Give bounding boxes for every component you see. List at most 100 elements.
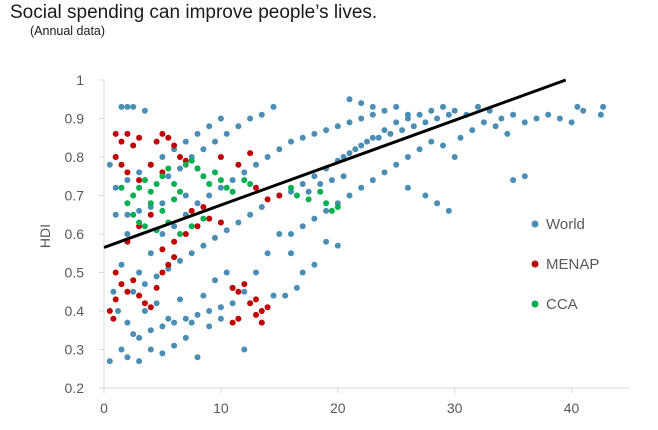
data-point [264,196,271,203]
data-point [188,157,195,164]
data-point [147,327,154,334]
data-point [533,115,540,122]
data-point [545,111,552,118]
data-point [428,138,435,145]
data-point [311,215,318,222]
data-point [110,315,117,322]
data-point [200,173,207,180]
legend: World MENAP CCA [531,216,599,313]
data-point [136,219,143,226]
data-point [188,319,195,326]
y-tick-label: 0.7 [65,188,85,204]
data-point [334,242,341,249]
data-point [112,296,119,303]
data-point [136,269,143,276]
data-point [171,196,178,203]
data-point [182,231,189,237]
data-point [410,123,417,130]
data-point [369,134,376,141]
data-point [288,138,294,145]
data-point [276,192,283,199]
data-point [445,207,452,214]
data-point [416,146,423,153]
data-point [253,269,259,276]
data-point [141,223,148,230]
data-point [118,103,125,110]
data-point [235,219,242,226]
data-point [288,250,294,257]
data-point [165,134,172,141]
data-point [136,292,143,299]
axes: 0.20.30.40.50.60.70.80.910 10 20 30 40 [65,72,630,416]
data-point [369,103,376,110]
data-point [311,261,318,268]
data-point [404,111,411,118]
data-point [288,184,294,191]
data-point [475,103,481,110]
data-point [106,308,113,314]
data-point [469,127,476,134]
legend-marker [531,300,539,308]
data-point [253,161,259,168]
data-point [194,354,201,361]
data-point [171,254,178,261]
data-point [165,165,172,172]
data-point [399,127,406,134]
data-point [159,200,166,207]
data-point [293,284,300,291]
data-point [200,215,207,222]
data-point [305,196,312,203]
data-point [217,115,224,122]
data-point [311,173,318,180]
data-point [200,292,207,299]
legend-label: CCA [546,296,578,313]
x-tick-label: 30 [447,400,463,416]
data-point [130,192,137,199]
data-point [147,250,154,257]
data-point [217,219,224,226]
data-point [136,334,143,341]
data-point [130,142,137,149]
data-point [258,111,265,118]
data-point [194,130,201,137]
data-point [282,292,289,299]
data-point [118,138,125,145]
data-point [258,319,265,326]
data-point [229,188,236,195]
data-point [171,142,178,149]
data-point [165,261,172,268]
data-point [381,107,388,114]
y-tick-label: 0.5 [65,265,85,281]
data-point [276,231,283,237]
data-point [229,177,236,184]
data-point [492,123,499,130]
data-point [118,346,125,353]
series-cca [118,157,341,237]
data-point [159,154,166,160]
data-point [317,181,324,187]
data-point [124,319,131,326]
data-point [136,358,143,365]
data-point [328,177,335,184]
data-point [177,231,183,237]
legend-label: MENAP [546,256,599,273]
data-point [141,281,148,288]
y-tick-label: 0.3 [65,342,85,358]
data-point [118,161,125,168]
data-point [270,292,277,299]
data-point [393,119,400,126]
data-point [241,169,248,176]
data-point [305,188,312,195]
data-point [194,200,201,207]
data-point [217,315,224,322]
data-point [369,111,376,118]
data-point [299,223,306,230]
data-point [323,127,330,134]
data-point [451,107,458,114]
data-point [504,130,511,137]
data-point [112,154,119,160]
y-tick-label: 0.4 [65,303,85,319]
data-point [416,111,423,118]
data-point [141,177,148,184]
data-point [136,184,143,191]
